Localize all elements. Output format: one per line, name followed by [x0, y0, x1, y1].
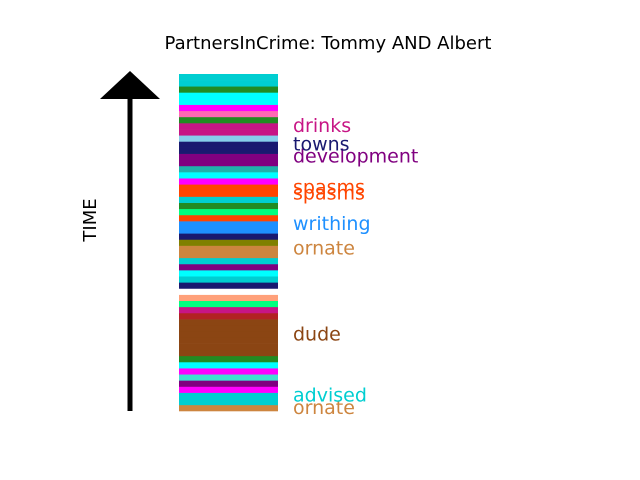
timeline-segment [179, 331, 278, 338]
segment-label: ornate [293, 238, 355, 260]
segment-label: development [293, 146, 418, 168]
time-arrow [100, 71, 160, 411]
timeline-segment [179, 196, 278, 203]
timeline-segment [179, 404, 278, 412]
timeline-segment [179, 368, 278, 375]
timeline-segment [179, 276, 278, 283]
timeline-segment [179, 282, 278, 289]
timeline-segment [179, 263, 278, 271]
timeline-segment [179, 319, 278, 326]
timeline-segment [179, 251, 278, 259]
timeline-segment [179, 355, 278, 363]
timeline-segment [179, 159, 278, 167]
timeline-segment [179, 165, 278, 173]
timeline-segment [179, 92, 278, 99]
timeline-segment [179, 398, 278, 406]
timeline-segment [179, 270, 278, 277]
timeline-segment [179, 116, 278, 124]
timeline-segment [179, 208, 278, 216]
timeline-segment [179, 337, 278, 344]
timeline-segment [179, 227, 278, 234]
segment-label: advised [293, 385, 367, 407]
timeline-segment [179, 300, 278, 308]
timeline-segment [179, 380, 278, 387]
timeline-segment [179, 98, 278, 105]
timeline-segment [179, 135, 278, 142]
timeline-segment [179, 312, 278, 320]
timeline-segments [179, 74, 278, 412]
timeline-segment [179, 141, 278, 148]
timeline-segment [179, 233, 278, 240]
timeline-segment [179, 202, 278, 210]
timeline-segment [179, 392, 278, 400]
timeline-segment [179, 288, 278, 295]
segment-label: dude [293, 323, 341, 345]
timeline-segment [179, 349, 278, 357]
timeline-segment [179, 325, 278, 332]
timeline-segment [179, 86, 278, 93]
timeline-segment [179, 214, 278, 222]
timeline-segment [179, 245, 278, 252]
timeline-segment [179, 257, 278, 265]
segment-label: towns [293, 133, 350, 155]
timeline-segment [179, 110, 278, 118]
chart-title: PartnersInCrime: Tommy AND Albert [165, 33, 492, 54]
timeline-segment [179, 306, 278, 314]
timeline-segment [179, 184, 278, 191]
timeline-segment [179, 123, 278, 130]
time-arrow-head [100, 71, 160, 99]
timeline-segment [179, 361, 278, 369]
y-axis-label: TIME [80, 198, 101, 242]
timeline-segment [179, 80, 278, 87]
timeline-segment [179, 178, 278, 185]
timeline-segment [179, 294, 278, 302]
timeline-segment [179, 104, 278, 112]
segment-label: writhing [293, 213, 371, 235]
timeline-segment [179, 153, 278, 161]
segment-labels: ornateadviseddudeornatewrithingspasmsspa… [293, 115, 418, 419]
timeline-segment [179, 386, 278, 393]
timeline-segment [179, 129, 278, 136]
timeline-segment [179, 343, 278, 351]
timeline-segment [179, 74, 278, 81]
segment-label: spasms [293, 176, 365, 198]
timeline-segment [179, 239, 278, 246]
timeline-segment [179, 172, 278, 179]
segment-label: ornate [293, 397, 355, 419]
timeline-segment [179, 221, 278, 228]
timeline-segment [179, 374, 278, 381]
segment-label: drinks [293, 115, 351, 137]
timeline-segment [179, 190, 278, 197]
segment-label: spasms [293, 182, 365, 204]
timeline-segment [179, 147, 278, 154]
